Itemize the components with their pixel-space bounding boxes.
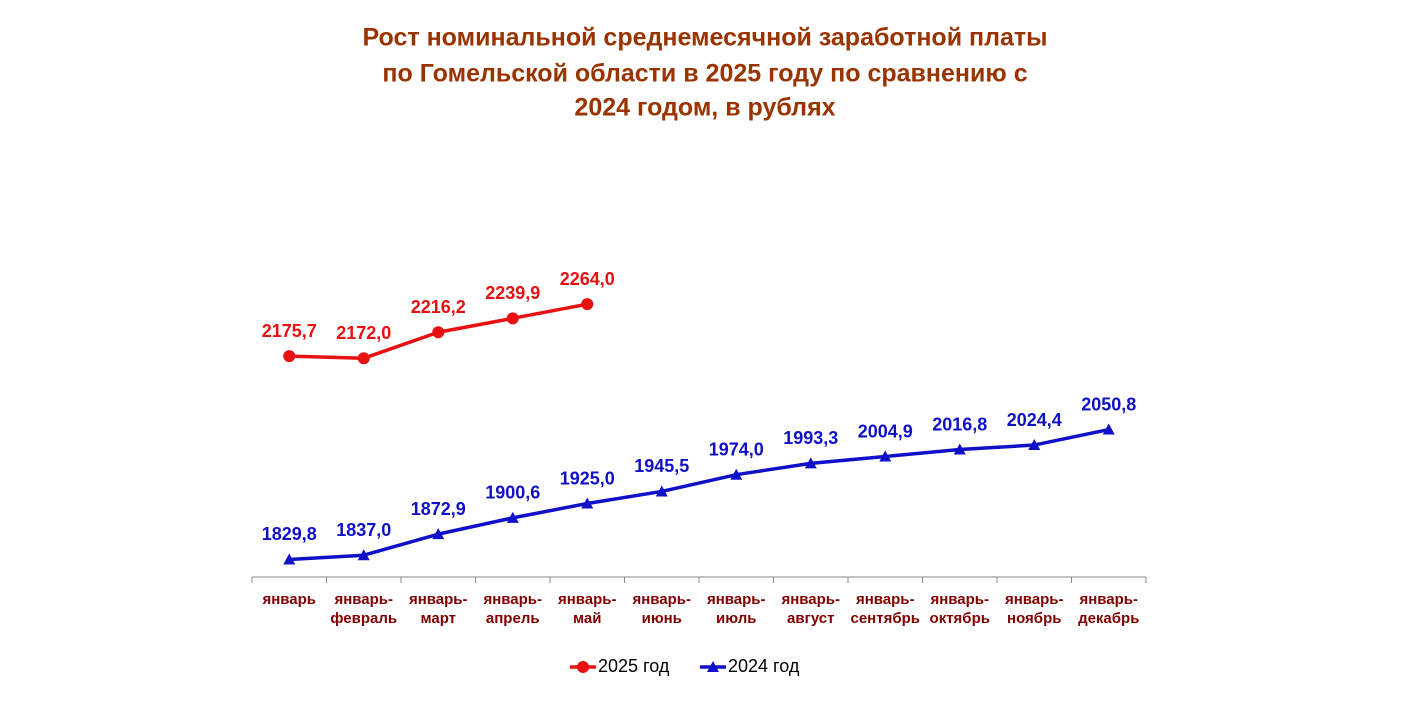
x-tick-label: январь-декабрь [1078, 591, 1139, 627]
marker [432, 326, 445, 339]
x-tick-label: январь-апрель [483, 591, 542, 627]
marker [506, 511, 519, 523]
series-line [289, 427, 1110, 562]
data-label: 1974,0 [709, 439, 764, 459]
marker [577, 661, 589, 673]
data-label: 2050,8 [1081, 394, 1136, 414]
x-tick-label: январь-октябрь [930, 591, 990, 627]
data-label: 2016,8 [932, 414, 987, 434]
data-label: 1945,5 [634, 456, 689, 476]
data-label: 2004,9 [858, 421, 913, 441]
x-tick-label: январь-сентябрь [851, 591, 921, 627]
marker [879, 450, 892, 462]
marker [953, 443, 966, 455]
chart-title: Рост номинальной среднемесячной заработн… [363, 24, 1048, 52]
marker [655, 485, 668, 497]
data-label: 2172,0 [336, 323, 391, 343]
marker [283, 553, 296, 565]
data-label: 2239,9 [485, 283, 540, 303]
data-label: 1829,8 [262, 524, 317, 544]
x-tick-label: январь-ноябрь [1005, 591, 1064, 627]
legend-label: 2024 год [728, 656, 800, 676]
x-tick-label: январь-июль [707, 591, 766, 627]
data-label: 1925,0 [560, 468, 615, 488]
data-label: 2024,4 [1007, 410, 1062, 430]
legend-label: 2025 год [598, 656, 670, 676]
marker [1102, 423, 1115, 435]
data-label: 1900,6 [485, 483, 540, 503]
marker [357, 549, 370, 561]
marker [357, 352, 370, 365]
data-label: 1993,3 [783, 428, 838, 448]
marker [581, 497, 594, 509]
data-label: 2175,7 [262, 321, 317, 341]
x-tick-label: январь-май [558, 591, 617, 627]
chart-title: 2024 годом, в рублях [574, 94, 835, 122]
x-tick-label: январь [262, 591, 316, 608]
marker [730, 468, 743, 480]
marker [506, 312, 519, 325]
marker [283, 350, 296, 363]
x-tick-label: январь-март [409, 591, 468, 627]
x-tick-label: январь-июнь [632, 591, 691, 627]
marker [432, 528, 445, 540]
marker [1028, 439, 1041, 451]
data-label: 2216,2 [411, 297, 466, 317]
data-label: 2264,0 [560, 269, 615, 289]
data-label: 1872,9 [411, 499, 466, 519]
x-tick-label: январь-август [781, 591, 840, 627]
marker [804, 457, 817, 469]
marker [707, 661, 719, 672]
x-tick-label: январь-февраль [330, 591, 397, 627]
marker [581, 298, 594, 311]
chart-title: по Гомельской области в 2025 году по сра… [382, 60, 1027, 88]
data-label: 1837,0 [336, 520, 391, 540]
